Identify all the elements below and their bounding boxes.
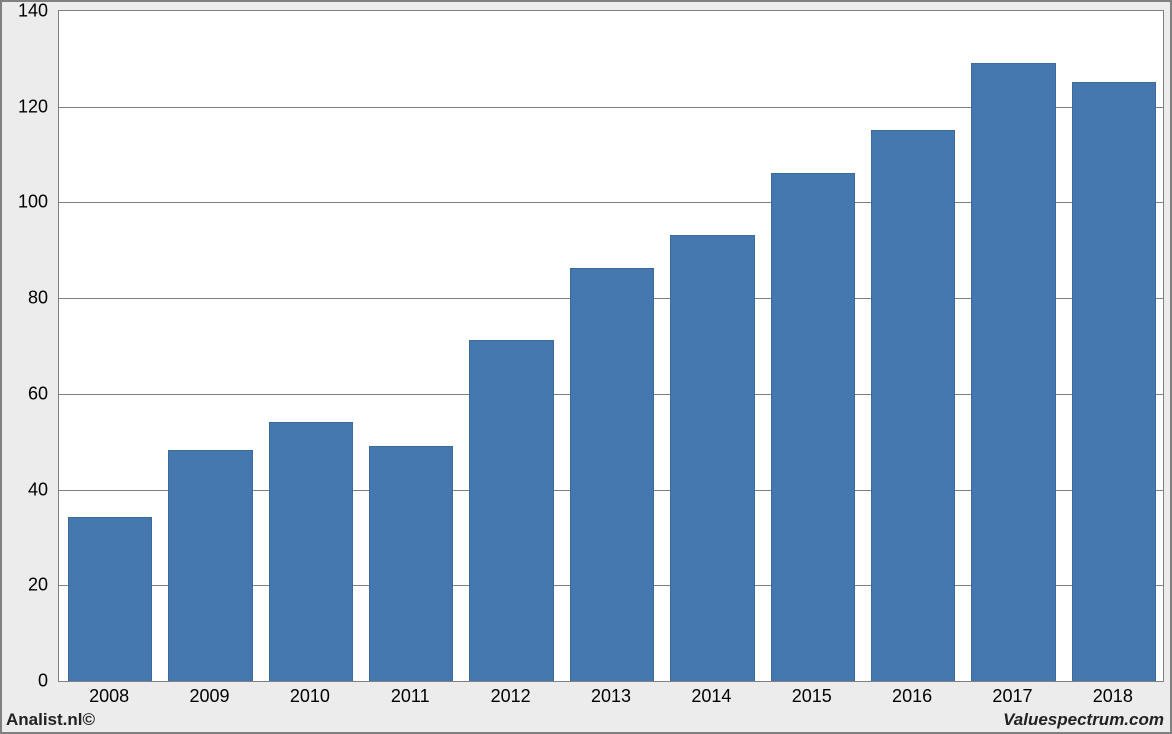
x-tick-label: 2012 — [491, 686, 531, 707]
plot-area — [58, 10, 1164, 682]
x-tick-label: 2018 — [1093, 686, 1133, 707]
x-tick-label: 2014 — [691, 686, 731, 707]
x-tick-label: 2015 — [792, 686, 832, 707]
y-tick-label: 140 — [0, 1, 48, 22]
bar — [871, 130, 955, 681]
bar — [269, 422, 353, 681]
x-tick-label: 2017 — [992, 686, 1032, 707]
y-tick-label: 120 — [0, 96, 48, 117]
x-tick-label: 2009 — [190, 686, 230, 707]
bar — [369, 446, 453, 682]
y-tick-label: 20 — [0, 575, 48, 596]
bar — [1072, 82, 1156, 681]
y-tick-label: 100 — [0, 192, 48, 213]
bar — [68, 517, 152, 681]
x-tick-label: 2016 — [892, 686, 932, 707]
bar — [469, 340, 553, 681]
footer-left-label: Analist.nl© — [6, 710, 95, 730]
bar — [570, 268, 654, 681]
x-tick-label: 2013 — [591, 686, 631, 707]
x-tick-label: 2010 — [290, 686, 330, 707]
footer-right-label: Valuespectrum.com — [1003, 710, 1164, 730]
y-tick-label: 40 — [0, 479, 48, 500]
y-tick-label: 0 — [0, 671, 48, 692]
x-tick-label: 2008 — [89, 686, 129, 707]
y-tick-label: 60 — [0, 383, 48, 404]
chart-frame: 0 20 40 60 80 100 120 140 2008 2009 2010 2011 2012 2… — [0, 0, 1172, 734]
bar — [670, 235, 754, 681]
y-tick-label: 80 — [0, 288, 48, 309]
bar — [971, 63, 1055, 681]
bar — [771, 173, 855, 681]
bar — [168, 450, 252, 681]
x-tick-label: 2011 — [391, 686, 430, 707]
